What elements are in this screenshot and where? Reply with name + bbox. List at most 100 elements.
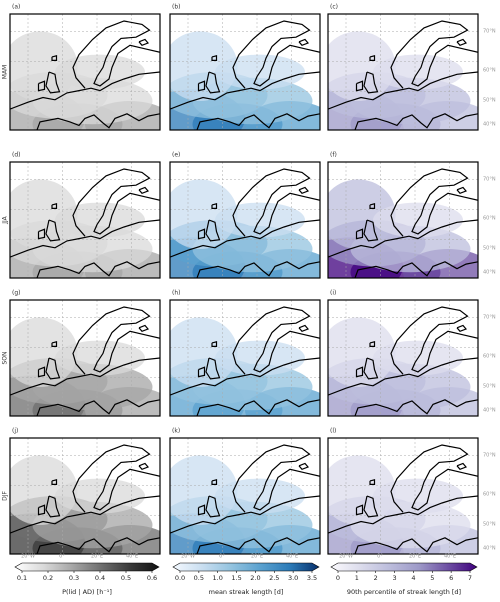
lon-label: 20°E (251, 554, 263, 560)
map-panel (10, 438, 160, 554)
coastline (170, 306, 320, 416)
row-label: JJA (2, 215, 9, 224)
colorbar-tick-label: 3.0 (288, 574, 298, 582)
shading (170, 317, 238, 387)
map-panel (328, 438, 478, 554)
shading (328, 455, 396, 525)
lat-label: 50°N (483, 98, 496, 104)
lon-label: 20°E (409, 554, 421, 560)
panel-label: (i) (330, 290, 336, 297)
colorbar-tick-label: 5 (430, 574, 434, 582)
shading (10, 455, 78, 525)
lat-label: 40°N (483, 546, 496, 552)
colorbar (330, 562, 478, 572)
shading (328, 317, 396, 387)
shading (328, 31, 396, 101)
lon-label: 40°E (286, 554, 298, 560)
lat-label: 70°N (483, 315, 496, 321)
panel-border (169, 299, 321, 417)
shading (328, 179, 396, 249)
colorbar-tick-label: 3.5 (307, 574, 317, 582)
colorbar-tick-label: 2.0 (250, 574, 260, 582)
colorbar-tick-label: 7 (468, 574, 472, 582)
panel-label: (a) (12, 4, 20, 11)
colorbar-tick-label: 0.4 (95, 574, 105, 582)
shading (10, 317, 78, 387)
coastline (10, 306, 160, 416)
lat-label: 70°N (483, 177, 496, 183)
map-panel (170, 438, 320, 554)
shading (10, 179, 78, 249)
colorbar-tick-label: 2 (374, 574, 378, 582)
panel-label: (h) (172, 290, 180, 297)
panel-border (169, 437, 321, 555)
lat-label: 60°N (483, 68, 496, 74)
panel-label: (l) (330, 428, 336, 435)
panel-label: (k) (172, 428, 180, 435)
lon-label: 20°W (339, 554, 353, 560)
coastline (328, 306, 478, 416)
lat-label: 50°N (483, 246, 496, 252)
lon-label: 20°W (21, 554, 35, 560)
lon-label: 40°E (444, 554, 456, 560)
lat-label: 60°N (483, 492, 496, 498)
coastline (10, 20, 160, 130)
map-panel (170, 14, 320, 130)
shading (170, 31, 238, 101)
colorbar (172, 562, 320, 572)
colorbar-tick-label: 3 (393, 574, 397, 582)
lat-label: 70°N (483, 453, 496, 459)
colorbar-tick-label: 0 (336, 574, 340, 582)
panel-label: (d) (12, 152, 21, 159)
colorbar-tick-label: 1.5 (231, 574, 241, 582)
panel-label: (c) (330, 4, 338, 11)
colorbar-tick-label: 6 (449, 574, 453, 582)
panel-border (327, 13, 479, 131)
lat-label: 60°N (483, 354, 496, 360)
map-panel (10, 14, 160, 130)
panel-border (9, 437, 161, 555)
map-panel (328, 300, 478, 416)
panel-label: (g) (12, 290, 21, 297)
lat-label: 40°N (483, 122, 496, 128)
coastline (10, 444, 160, 554)
panel-border (9, 13, 161, 131)
lon-label: 0° (59, 554, 65, 560)
lat-label: 40°N (483, 408, 496, 414)
shading (10, 31, 78, 101)
map-panel (10, 162, 160, 278)
coastline (170, 168, 320, 278)
coastline (328, 444, 478, 554)
lat-label: 50°N (483, 384, 496, 390)
map-panel (170, 162, 320, 278)
lat-label: 60°N (483, 216, 496, 222)
colorbar-tick-label: 0.1 (17, 574, 27, 582)
colorbar-tick-label: 0.5 (121, 574, 131, 582)
colorbar-tick-label: 2.5 (269, 574, 279, 582)
coastline (170, 444, 320, 554)
panel-label: (b) (172, 4, 181, 11)
coastline (10, 168, 160, 278)
map-panel (328, 14, 478, 130)
map-panel (170, 300, 320, 416)
panel-border (327, 437, 479, 555)
panel-border (169, 161, 321, 279)
panel-border (9, 299, 161, 417)
lon-label: 20°E (91, 554, 103, 560)
coastline (328, 168, 478, 278)
map-panel (10, 300, 160, 416)
colorbar-tick-label: 0.5 (194, 574, 204, 582)
row-label: MAM (2, 65, 9, 79)
panel-label: (e) (172, 152, 180, 159)
panel-border (169, 13, 321, 131)
panel-label: (f) (330, 152, 337, 159)
colorbar (14, 562, 160, 572)
lon-label: 0° (219, 554, 225, 560)
colorbar-tick-label: 0.2 (43, 574, 53, 582)
colorbar-tick-label: 1.0 (213, 574, 223, 582)
coastline (328, 20, 478, 130)
panel-border (327, 299, 479, 417)
panel-border (327, 161, 479, 279)
shading (170, 455, 238, 525)
